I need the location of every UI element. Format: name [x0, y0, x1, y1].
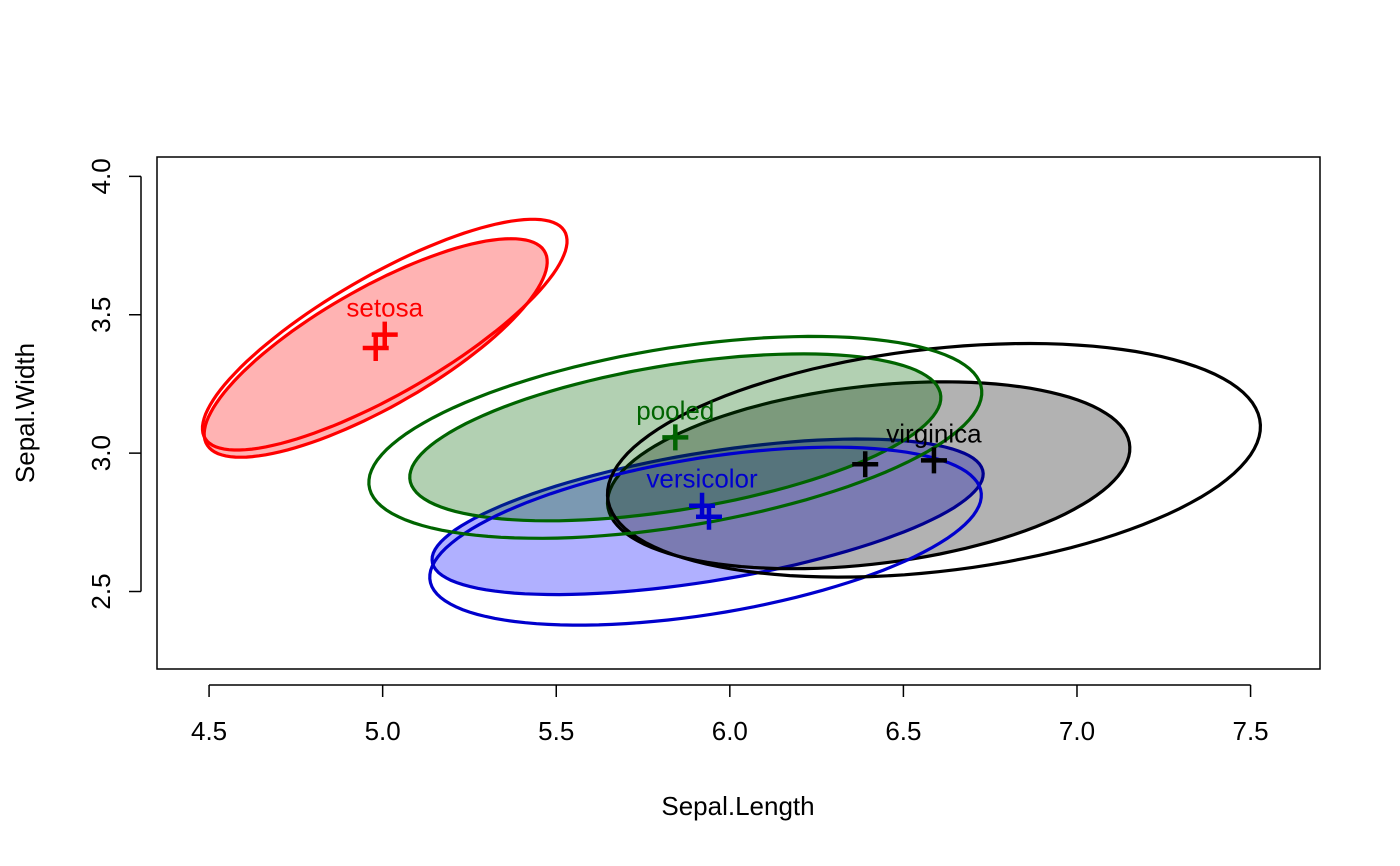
center-marker-pooled-1 [662, 424, 689, 451]
x-axis-label: Sepal.Length [661, 791, 814, 821]
y-axis: 2.5 3.0 3.5 4.0 [86, 158, 142, 610]
group-label-virginica: virginica [886, 418, 982, 448]
x-axis: 4.5 5.0 5.5 6.0 6.5 7.0 7.5 [191, 684, 1269, 746]
plot-frame [156, 156, 1321, 670]
x-tick-label-7.0: 7.0 [1059, 716, 1095, 746]
y-axis-label: Sepal.Width [10, 343, 40, 483]
y-tick-label-3.5: 3.5 [86, 297, 116, 333]
x-tick-label-7.5: 7.5 [1232, 716, 1268, 746]
group-label-setosa: setosa [346, 293, 423, 323]
x-tick-label-5.0: 5.0 [365, 716, 401, 746]
center-marker-versicolor-2 [695, 503, 722, 530]
filled-ellipse-virginica [605, 380, 1132, 571]
center-marker-virginica-1 [920, 447, 947, 474]
x-tick-label-4.5: 4.5 [191, 716, 227, 746]
x-tick-label-5.5: 5.5 [538, 716, 574, 746]
y-tick-label-4.0: 4.0 [86, 158, 116, 194]
center-marker-setosa-1 [371, 321, 398, 348]
center-marker-setosa-2 [362, 334, 389, 361]
y-tick-label-2.5: 2.5 [86, 573, 116, 609]
open-ellipse-virginica [605, 341, 1263, 579]
y-tick-label-3.0: 3.0 [86, 435, 116, 471]
group-label-pooled: pooled [636, 395, 714, 425]
group-labels: setosa versicolor virginica pooled [346, 293, 982, 494]
open-ellipse-pooled [367, 334, 984, 540]
center-markers [362, 321, 947, 530]
open-ellipse-setosa [200, 217, 569, 452]
open-ellipse-versicolor [428, 445, 983, 627]
open-ellipses [200, 217, 1263, 627]
x-tick-label-6.0: 6.0 [712, 716, 748, 746]
group-label-versicolor: versicolor [646, 464, 758, 494]
x-tick-label-6.5: 6.5 [885, 716, 921, 746]
center-marker-virginica-2 [852, 451, 879, 478]
